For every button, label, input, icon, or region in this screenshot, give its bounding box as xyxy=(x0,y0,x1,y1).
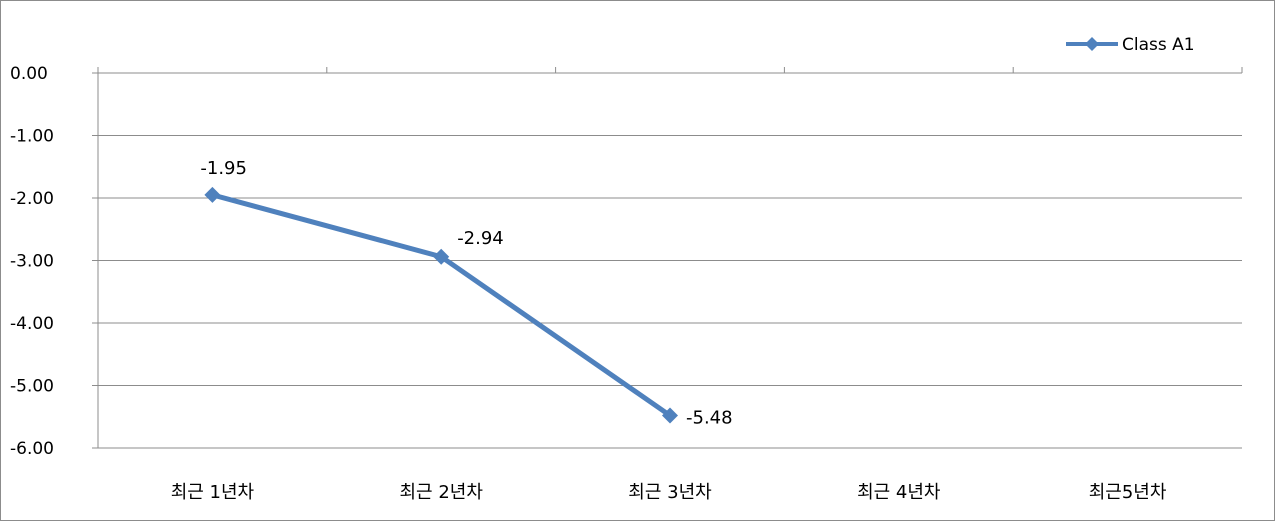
y-tick-label: -3.00 xyxy=(10,252,54,272)
x-tick-label: 최근 3년차 xyxy=(628,482,712,503)
y-tick-labels: 0.00 -1.00 -2.00 -3.00 -4.00 -5.00 -6.00 xyxy=(10,64,54,459)
x-tick-labels: 최근 1년차 최근 2년차 최근 3년차 최근 4년차 최근5년차 xyxy=(171,482,1167,503)
y-tick-label: -6.00 xyxy=(10,439,54,459)
y-tick-label: -1.00 xyxy=(10,127,54,147)
x-tick-label: 최근 1년차 xyxy=(171,482,255,503)
legend: Class A1 xyxy=(1066,35,1195,55)
gridlines xyxy=(98,135,1242,449)
data-label: -2.94 xyxy=(457,228,504,249)
x-tick-label: 최근 2년차 xyxy=(399,482,483,503)
series-line-class-a1 xyxy=(211,192,672,418)
series-layer xyxy=(204,186,678,424)
y-tick-label: -5.00 xyxy=(10,377,54,397)
data-label: -1.95 xyxy=(200,158,247,179)
data-labels: -1.95 -2.94 -5.48 xyxy=(200,158,732,429)
x-tick-label: 최근5년차 xyxy=(1089,482,1167,503)
y-tick-label: -4.00 xyxy=(10,314,54,334)
legend-label: Class A1 xyxy=(1122,35,1195,55)
data-point xyxy=(433,248,450,265)
data-point xyxy=(204,186,221,203)
axes xyxy=(92,67,1243,449)
y-tick-label: -2.00 xyxy=(10,189,54,209)
legend-diamond-icon xyxy=(1085,37,1099,51)
x-tick-label: 최근 4년차 xyxy=(857,482,941,503)
y-tick-label: 0.00 xyxy=(10,64,48,84)
data-point xyxy=(662,407,678,424)
data-label: -5.48 xyxy=(686,408,733,429)
